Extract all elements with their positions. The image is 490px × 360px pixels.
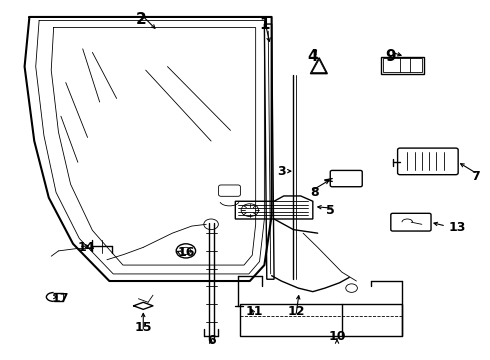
Text: 3: 3 xyxy=(277,165,286,177)
Bar xyxy=(381,57,424,74)
Text: 10: 10 xyxy=(328,330,346,343)
Text: 9: 9 xyxy=(385,49,395,64)
Text: 6: 6 xyxy=(207,334,216,347)
Text: 16: 16 xyxy=(177,246,195,259)
Text: 17: 17 xyxy=(51,292,69,305)
Text: 13: 13 xyxy=(448,221,466,234)
Text: 7: 7 xyxy=(471,170,480,183)
Text: 4: 4 xyxy=(308,49,318,64)
Bar xyxy=(240,304,402,336)
Text: 5: 5 xyxy=(326,204,335,217)
Text: 14: 14 xyxy=(78,241,96,254)
Bar xyxy=(383,58,422,72)
Text: 15: 15 xyxy=(135,321,152,334)
Text: 12: 12 xyxy=(287,305,305,318)
Text: 11: 11 xyxy=(246,305,264,318)
Text: 2: 2 xyxy=(135,12,146,27)
Text: 8: 8 xyxy=(310,186,319,199)
Text: 1: 1 xyxy=(259,17,270,32)
